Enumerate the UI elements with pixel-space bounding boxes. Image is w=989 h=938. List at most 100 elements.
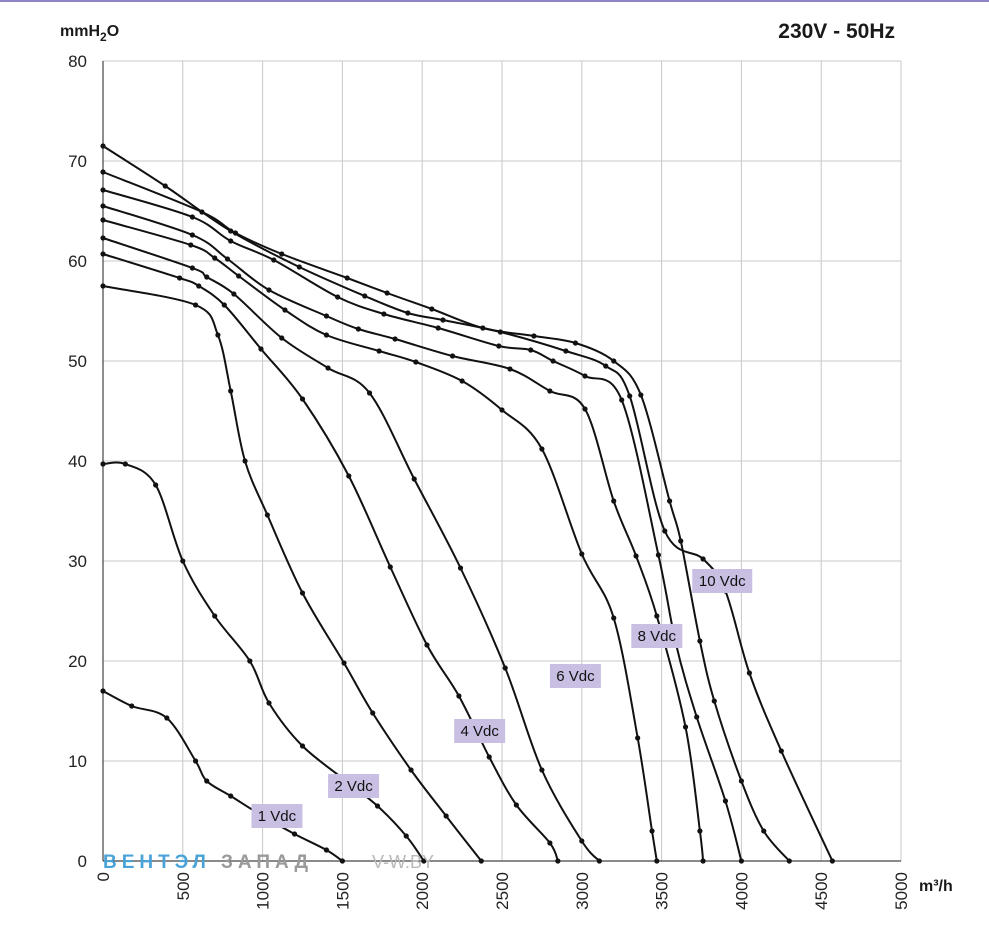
- point-8-vdc-4: [279, 335, 285, 341]
- point-unlabeled-9-3: [279, 251, 285, 257]
- point-8-vdc-12: [596, 858, 602, 864]
- point-10-vdc-15: [778, 748, 784, 754]
- tick-labels: 0 10 20 30 40 50 60 70 80 0 500 1000 1500 2000 2500 300…: [68, 52, 911, 910]
- point-6-vdc-8: [424, 642, 430, 648]
- point-10-vdc-4: [362, 293, 368, 299]
- point-1-vdc-3: [192, 758, 199, 764]
- point-unlabeled-7-3: [266, 287, 272, 293]
- point-10-vdc-10: [627, 393, 633, 399]
- point-unlabeled-7-10: [582, 406, 588, 412]
- point-unlabeled-8-5: [381, 311, 387, 317]
- point-unlabeled-9-4: [344, 275, 350, 281]
- point-unlabeled-6-12: [611, 615, 617, 621]
- point-1-vdc-7: [291, 831, 298, 837]
- point-unlabeled-8-15: [722, 798, 729, 804]
- y-tick-label-40: 40: [68, 452, 87, 471]
- curve-4-vdc: [102, 285, 483, 862]
- point-unlabeled-6-10: [539, 446, 545, 452]
- point-unlabeled-9-9: [572, 340, 579, 346]
- curve-unlabeled-7: [102, 205, 705, 862]
- point-unlabeled-8-0: [100, 187, 106, 193]
- point-unlabeled-8-8: [528, 347, 534, 353]
- point-unlabeled-9-16: [738, 778, 745, 784]
- x-tick-label-500: 500: [174, 872, 193, 900]
- point-unlabeled-7-2: [224, 256, 231, 262]
- curve-10-vdc: [102, 145, 834, 862]
- point-6-vdc-13: [555, 858, 561, 864]
- x-tick-label-4500: 4500: [812, 872, 831, 910]
- x-axis-label: m³/h: [919, 878, 953, 895]
- point-4-vdc-5: [264, 512, 270, 518]
- series-label-4-vdc: 4 Vdc: [460, 723, 499, 740]
- y-tick-label-20: 20: [68, 652, 87, 671]
- series-label-bg-10-vdc: [692, 569, 753, 593]
- point-6-vdc-11: [513, 802, 519, 808]
- series-label-8-vdc: 8 Vdc: [638, 628, 677, 645]
- point-2-vdc-1: [122, 461, 128, 467]
- point-4-vdc-7: [341, 660, 347, 666]
- point-10-vdc-8: [563, 348, 569, 354]
- y-tick-label-30: 30: [68, 552, 87, 571]
- point-6-vdc-7: [387, 564, 393, 570]
- point-unlabeled-8-7: [496, 343, 502, 349]
- point-8-vdc-1: [189, 265, 195, 271]
- curve-unlabeled-8: [102, 189, 743, 862]
- series-label-bg-2-vdc: [328, 774, 380, 798]
- point-unlabeled-6-2: [212, 255, 218, 261]
- point-unlabeled-6-0: [100, 217, 106, 223]
- point-4-vdc-6: [299, 590, 306, 596]
- point-10-vdc-12: [700, 556, 706, 562]
- point-unlabeled-9-15: [711, 698, 717, 704]
- top-border-line: [0, 0, 989, 2]
- x-tick-label-3000: 3000: [573, 872, 592, 910]
- point-10-vdc-11: [662, 528, 668, 534]
- x-tick-label-2500: 2500: [493, 872, 512, 910]
- fan-curves: [100, 143, 835, 864]
- point-unlabeled-7-14: [682, 724, 689, 730]
- point-unlabeled-7-0: [100, 203, 106, 209]
- y-axis-label: mmH2O: [60, 23, 119, 44]
- curve-unlabeled-6: [102, 219, 658, 862]
- watermark-part2: ЗАПАД: [221, 852, 313, 873]
- watermark-part3: V-W.BY: [372, 852, 434, 872]
- point-8-vdc-6: [366, 390, 373, 396]
- point-1-vdc-8: [323, 847, 330, 853]
- point-unlabeled-6-8: [459, 378, 465, 384]
- curve-6-vdc: [102, 253, 559, 862]
- point-1-vdc-4: [204, 778, 210, 784]
- point-6-vdc-10: [486, 754, 492, 760]
- series-label-10-vdc: 10 Vdc: [699, 573, 746, 590]
- y-tick-label-0: 0: [78, 852, 87, 871]
- point-unlabeled-7-4: [323, 313, 330, 319]
- y-tick-label-10: 10: [68, 752, 87, 771]
- point-10-vdc-0: [100, 143, 106, 149]
- point-8-vdc-8: [457, 565, 464, 571]
- point-1-vdc-0: [100, 688, 106, 694]
- watermark-part1: ВЕНТЭЛ: [103, 852, 211, 873]
- point-unlabeled-7-16: [700, 858, 706, 864]
- y-tick-label-60: 60: [68, 252, 87, 271]
- point-10-vdc-16: [829, 858, 835, 864]
- point-6-vdc-0: [100, 251, 106, 257]
- point-1-vdc-2: [164, 715, 170, 721]
- x-tick-label-1000: 1000: [254, 872, 273, 910]
- point-unlabeled-9-6: [429, 306, 435, 312]
- point-unlabeled-7-1: [189, 232, 195, 238]
- point-6-vdc-1: [177, 275, 183, 281]
- x-tick-label-1500: 1500: [333, 872, 352, 910]
- point-unlabeled-9-2: [232, 230, 239, 236]
- point-unlabeled-6-1: [188, 242, 194, 248]
- point-2-vdc-5: [247, 658, 253, 664]
- point-unlabeled-6-6: [376, 348, 382, 354]
- point-6-vdc-2: [196, 283, 202, 289]
- point-unlabeled-7-5: [355, 326, 361, 332]
- point-unlabeled-8-10: [582, 373, 588, 379]
- point-unlabeled-8-1: [189, 214, 195, 220]
- point-unlabeled-9-10: [611, 358, 617, 364]
- point-2-vdc-4: [212, 613, 218, 619]
- point-unlabeled-9-11: [638, 392, 644, 398]
- point-unlabeled-9-17: [761, 828, 767, 834]
- point-unlabeled-9-14: [697, 638, 703, 644]
- point-6-vdc-9: [456, 693, 462, 699]
